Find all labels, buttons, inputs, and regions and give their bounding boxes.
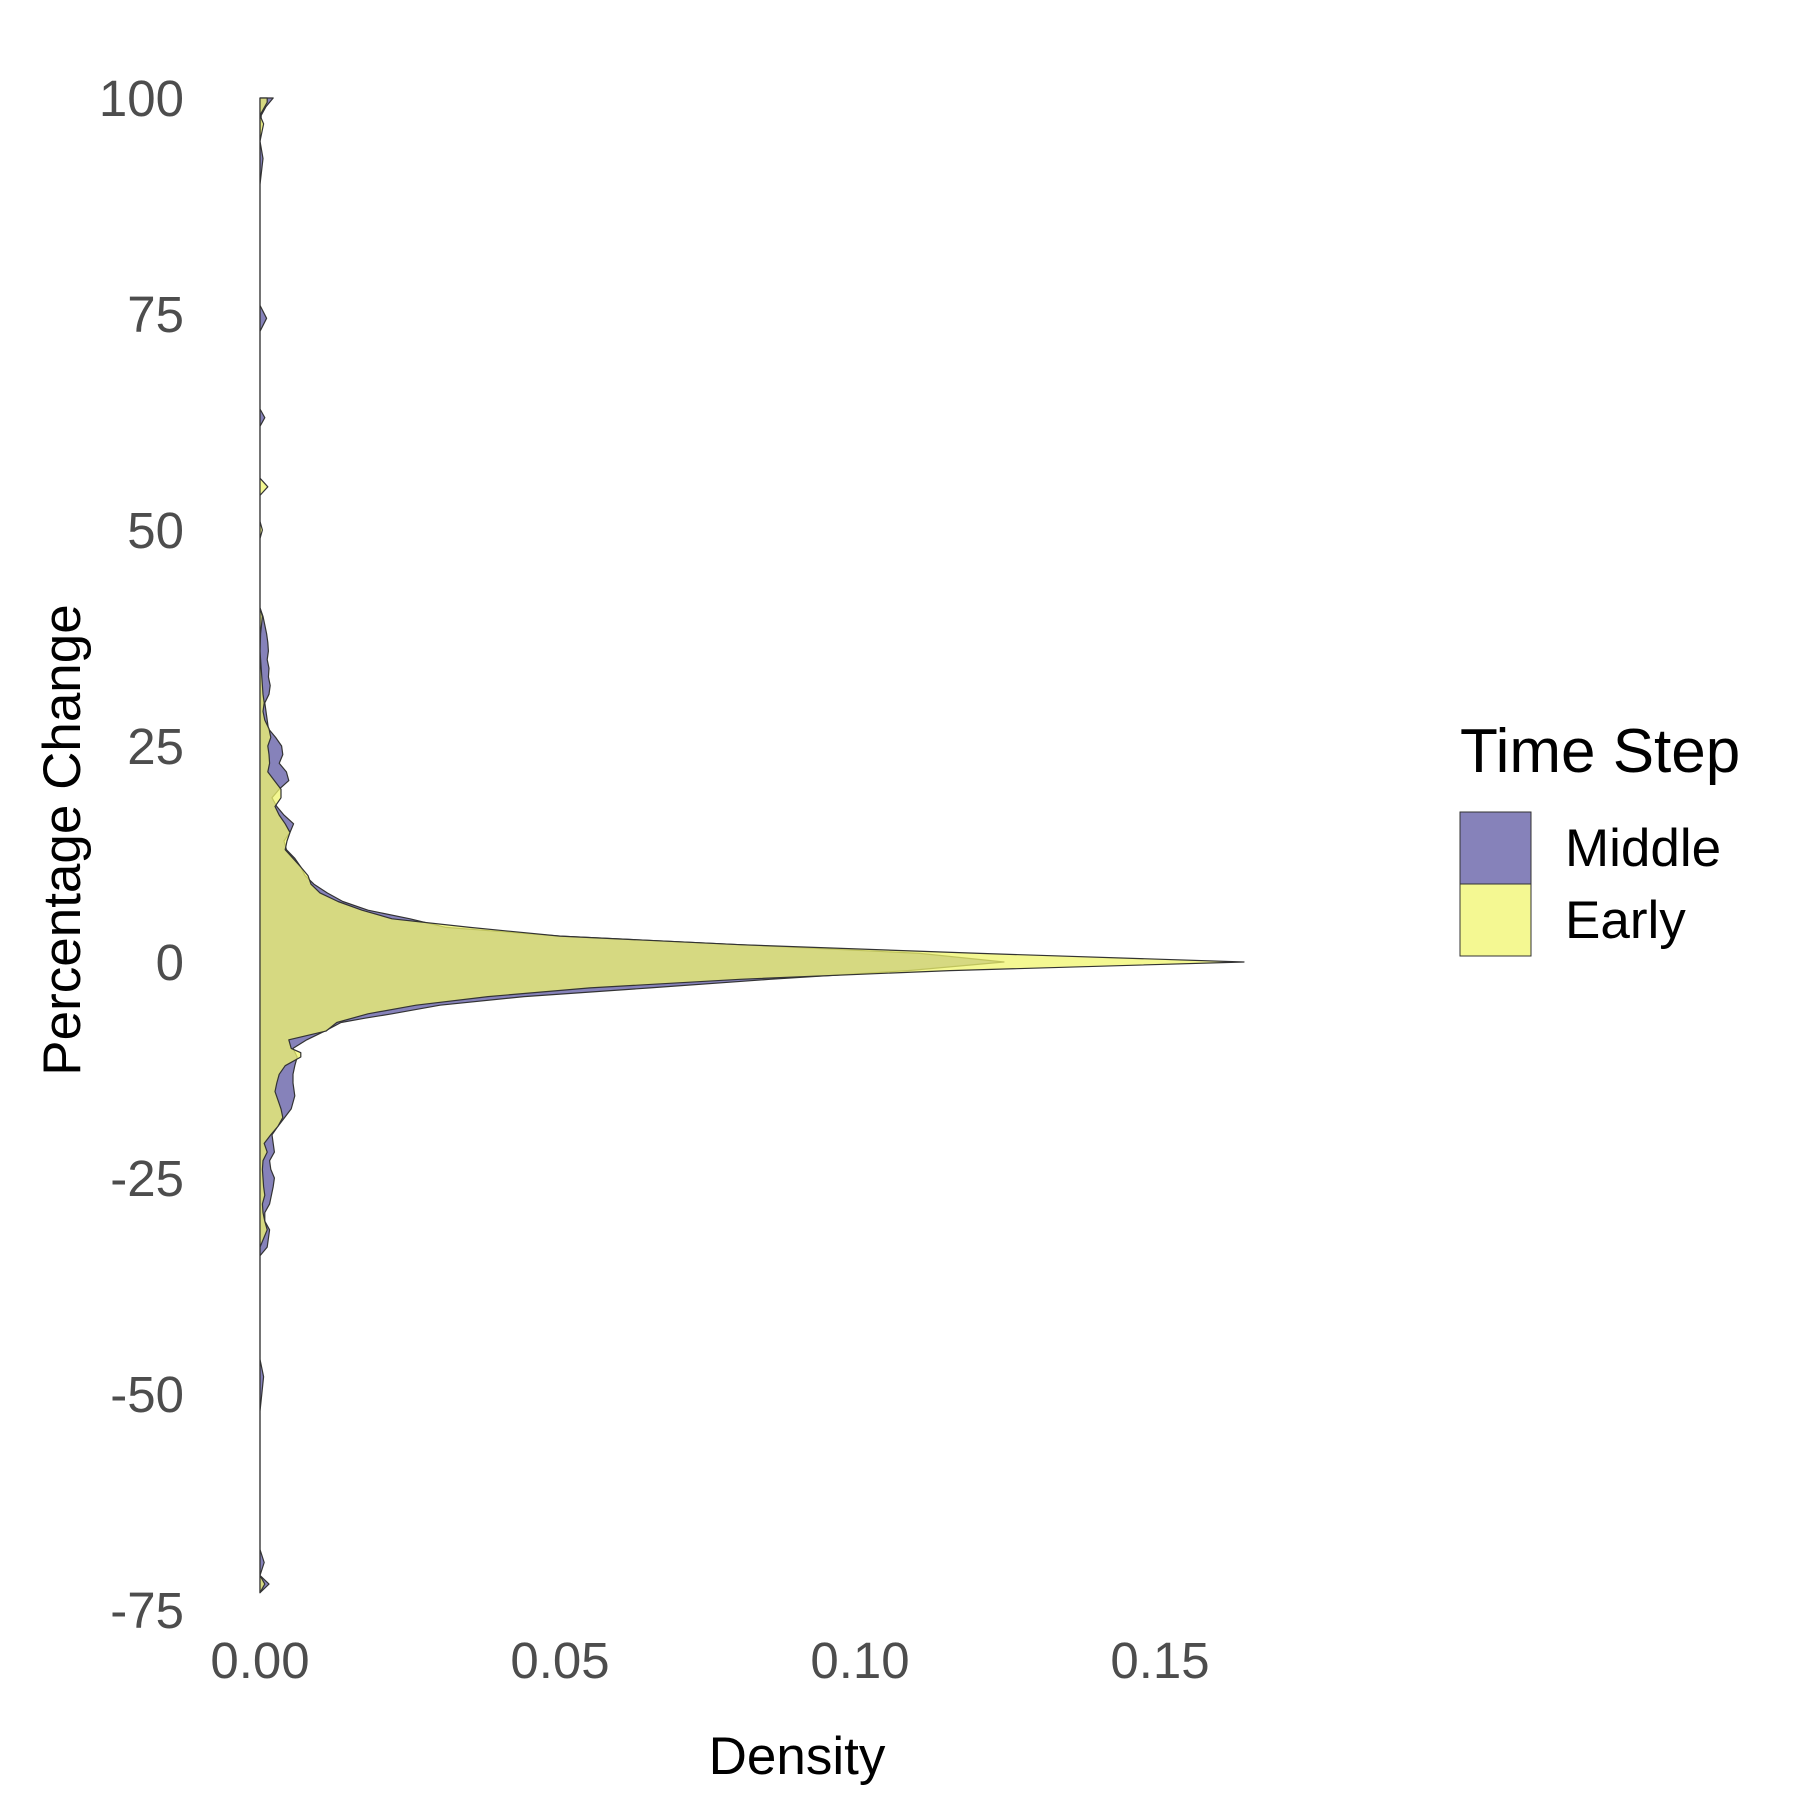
x-tick-label: 0.05 [510, 1632, 609, 1689]
y-tick-label: 100 [99, 70, 184, 127]
y-axis-tick-labels: -75 -50 -25 0 25 50 75 100 [99, 70, 184, 1639]
y-tick-label: -25 [110, 1150, 184, 1207]
x-tick-label: 0.00 [210, 1632, 309, 1689]
y-tick-label: -50 [110, 1366, 184, 1423]
y-tick-label: 25 [127, 718, 184, 775]
legend-label-early: Early [1565, 891, 1686, 950]
x-tick-label: 0.15 [1110, 1632, 1209, 1689]
y-axis-title: Percentage Change [33, 604, 92, 1075]
y-tick-label: 50 [127, 502, 184, 559]
y-tick-label: 75 [127, 286, 184, 343]
legend-key-early [1459, 883, 1532, 957]
density-series-layer [259, 97, 1245, 1594]
x-tick-label: 0.10 [810, 1632, 909, 1689]
y-tick-label: 0 [156, 934, 184, 991]
x-axis-tick-labels: 0.00 0.05 0.10 0.15 [210, 1632, 1209, 1689]
legend-label-middle: Middle [1565, 819, 1721, 878]
x-axis-title: Density [709, 1727, 886, 1786]
legend-title: Time Step [1460, 717, 1740, 786]
legend-key-middle [1459, 811, 1532, 885]
legend-items: Middle Early [1459, 811, 1721, 957]
y-tick-label: -75 [110, 1582, 184, 1639]
legend: Time Step Middle Early [1459, 717, 1740, 957]
density-area-middle [259, 97, 1005, 1594]
density-area-early [259, 97, 1245, 1594]
